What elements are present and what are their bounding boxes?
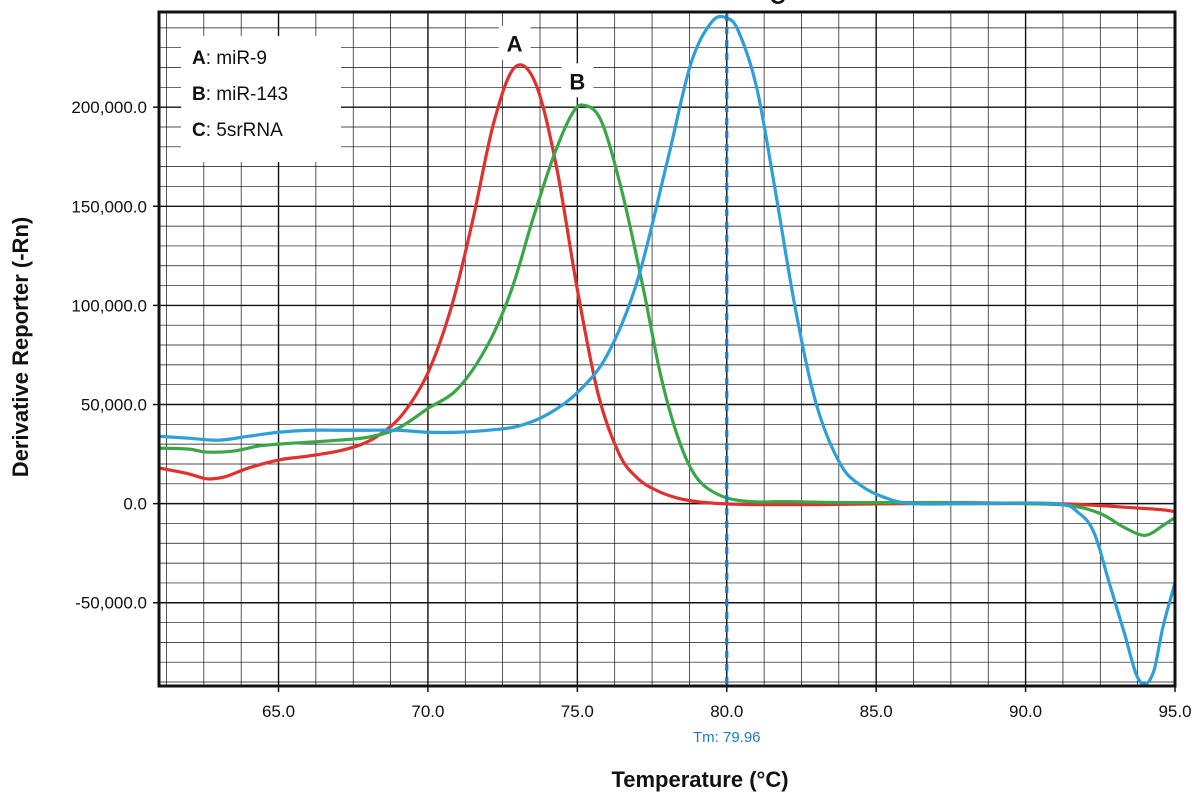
peak-label-b: B bbox=[569, 69, 585, 94]
tm-label: Tm: 79.96 bbox=[693, 729, 761, 746]
y-tick-label: 100,000.0 bbox=[71, 296, 147, 315]
peak-label-background bbox=[498, 25, 531, 60]
y-tick-label: -50,000.0 bbox=[75, 594, 147, 613]
legend-key: B bbox=[192, 84, 206, 105]
legend-text: : miR-9 bbox=[206, 48, 267, 69]
y-tick-label: 50,000.0 bbox=[81, 396, 147, 415]
legend-key: A bbox=[192, 48, 206, 69]
plot-frame bbox=[157, 10, 1177, 688]
legend-item: C: 5srRNA bbox=[192, 120, 283, 141]
legend-item: B: miR-143 bbox=[192, 84, 288, 105]
legend-background bbox=[181, 36, 341, 162]
x-tick-label: 65.0 bbox=[262, 702, 295, 721]
legend-text: : miR-143 bbox=[206, 84, 288, 105]
x-tick-label: 75.0 bbox=[561, 702, 594, 721]
y-tick-label: 150,000.0 bbox=[71, 197, 147, 216]
x-tick-label: 95.0 bbox=[1158, 702, 1191, 721]
x-tick-label: 80.0 bbox=[710, 702, 743, 721]
x-axis-title: Temperature (°C) bbox=[611, 767, 788, 792]
x-tick-label: 85.0 bbox=[860, 702, 893, 721]
y-tick-label: 0.0 bbox=[123, 495, 147, 514]
legend-key: C bbox=[192, 120, 206, 141]
peak-label-a: A bbox=[507, 32, 523, 57]
chart-axes: 65.0 70.0 75.0 80.0 85.0 90.0 95.0 -50,000.0 0.0… bbox=[71, 98, 1191, 721]
peak-label-background bbox=[761, 0, 794, 13]
x-tick-label: 70.0 bbox=[411, 702, 444, 721]
peak-label-c: C bbox=[770, 0, 786, 9]
x-tick-label: 90.0 bbox=[1009, 702, 1042, 721]
legend-text: : 5srRNA bbox=[206, 120, 283, 141]
legend-item: A: miR-9 bbox=[192, 48, 267, 69]
y-tick-label: 200,000.0 bbox=[71, 98, 147, 117]
peak-label-background bbox=[561, 63, 594, 98]
y-axis-title: Derivative Reporter (-Rn) bbox=[8, 217, 33, 477]
